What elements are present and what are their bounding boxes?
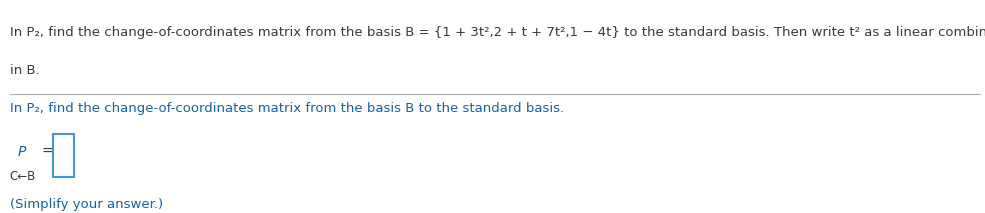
Text: =: =: [41, 145, 53, 159]
Text: In P₂, find the change-of-coordinates matrix from the basis B = {1 + 3t²,2 + t +: In P₂, find the change-of-coordinates ma…: [10, 26, 985, 39]
Text: C←B: C←B: [10, 170, 36, 183]
Text: (Simplify your answer.): (Simplify your answer.): [10, 198, 163, 211]
Text: in B.: in B.: [10, 64, 39, 77]
Text: P: P: [18, 145, 27, 159]
FancyBboxPatch shape: [53, 134, 74, 177]
Text: In P₂, find the change-of-coordinates matrix from the basis B to the standard ba: In P₂, find the change-of-coordinates ma…: [10, 102, 564, 115]
